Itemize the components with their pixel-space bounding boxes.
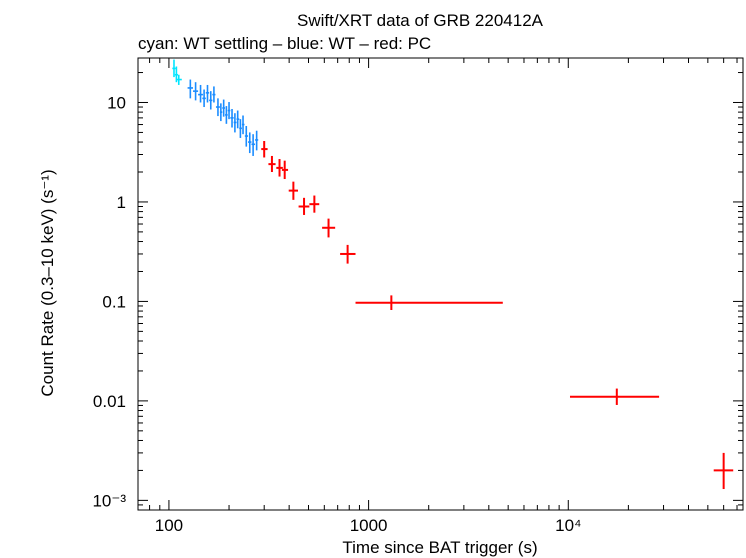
light-curve-chart: Swift/XRT data of GRB 220412A cyan: WT s…	[0, 0, 746, 558]
tick-labels: 100 1000 10⁴ 10 1 0.1 0.01 10⁻³	[92, 93, 581, 535]
data-point	[202, 90, 205, 108]
data-point	[198, 85, 203, 103]
y-tick-label: 0.1	[102, 292, 126, 311]
y-tick-label: 10	[107, 93, 126, 112]
data-point	[222, 100, 225, 117]
y-tick-label: 1	[117, 193, 126, 212]
data-point	[309, 196, 319, 213]
data-point	[230, 109, 233, 128]
data-point	[220, 103, 222, 121]
data-point	[209, 91, 212, 109]
data-point	[206, 85, 209, 103]
data-point	[251, 134, 255, 156]
data-point	[245, 126, 248, 147]
chart-title: Swift/XRT data of GRB 220412A	[297, 11, 544, 30]
data-point	[340, 245, 355, 264]
data-point	[322, 219, 335, 238]
plot-frame	[138, 58, 743, 510]
data-point	[188, 80, 193, 99]
x-axis-label: Time since BAT trigger (s)	[342, 538, 537, 557]
data-point	[237, 111, 240, 129]
y-axis-label: Count Rate (0.3–10 keV) (s⁻¹)	[38, 169, 57, 396]
data-point	[248, 132, 251, 153]
data-point	[282, 161, 288, 179]
data-point	[276, 159, 283, 177]
data-point	[714, 453, 734, 489]
data-point	[356, 295, 503, 310]
x-tick-label: 100	[155, 516, 183, 535]
data-point	[570, 389, 659, 405]
y-tick-label: 10⁻³	[92, 491, 126, 510]
data-point	[299, 198, 310, 215]
data-point	[261, 141, 267, 157]
data-point	[193, 82, 198, 100]
data-points	[172, 60, 733, 489]
chart-subtitle: cyan: WT settling – blue: WT – red: PC	[138, 34, 431, 53]
data-point	[268, 156, 275, 172]
y-tick-label: 0.01	[93, 392, 126, 411]
data-point	[289, 182, 298, 200]
axis-ticks	[138, 58, 743, 510]
x-tick-label: 10⁴	[555, 516, 581, 535]
data-point	[239, 119, 242, 138]
data-point	[216, 98, 220, 116]
data-point	[234, 113, 237, 132]
series-wt-settling	[172, 60, 181, 85]
data-point	[225, 106, 228, 124]
series-wt	[188, 80, 259, 156]
data-point	[212, 86, 215, 102]
data-point	[176, 75, 181, 85]
data-point	[242, 115, 245, 134]
data-point	[255, 131, 258, 151]
series-pc	[261, 141, 733, 489]
x-tick-label: 1000	[350, 516, 388, 535]
data-point	[228, 102, 231, 119]
